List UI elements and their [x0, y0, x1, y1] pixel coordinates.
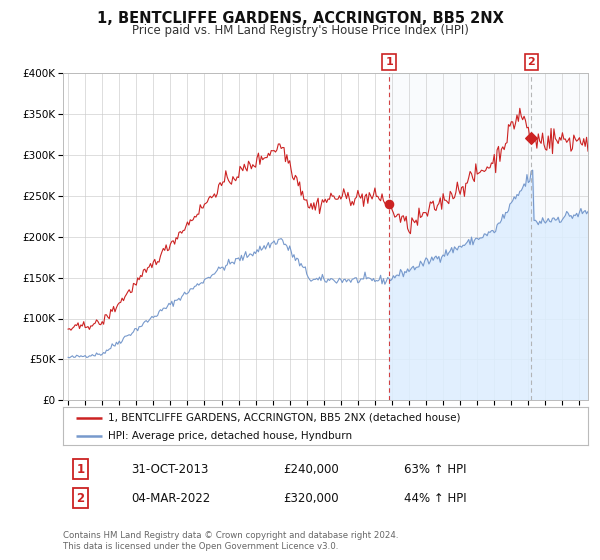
Text: This data is licensed under the Open Government Licence v3.0.: This data is licensed under the Open Gov…	[63, 542, 338, 551]
Text: 04-MAR-2022: 04-MAR-2022	[131, 492, 211, 505]
Text: £240,000: £240,000	[284, 463, 339, 475]
Text: 44% ↑ HPI: 44% ↑ HPI	[404, 492, 467, 505]
Point	[385, 199, 394, 208]
Text: Price paid vs. HM Land Registry's House Price Index (HPI): Price paid vs. HM Land Registry's House …	[131, 24, 469, 36]
Text: 2: 2	[527, 57, 535, 67]
Text: 1: 1	[385, 57, 393, 67]
Text: £320,000: £320,000	[284, 492, 339, 505]
Text: 63% ↑ HPI: 63% ↑ HPI	[404, 463, 467, 475]
Bar	[389, 73, 588, 400]
Text: 1, BENTCLIFFE GARDENS, ACCRINGTON, BB5 2NX (detached house): 1, BENTCLIFFE GARDENS, ACCRINGTON, BB5 2…	[107, 413, 460, 423]
Text: Contains HM Land Registry data © Crown copyright and database right 2024.: Contains HM Land Registry data © Crown c…	[63, 531, 398, 540]
Text: 1, BENTCLIFFE GARDENS, ACCRINGTON, BB5 2NX: 1, BENTCLIFFE GARDENS, ACCRINGTON, BB5 2…	[97, 11, 503, 26]
Text: 1: 1	[76, 463, 85, 475]
Text: 2: 2	[76, 492, 85, 505]
Text: HPI: Average price, detached house, Hyndburn: HPI: Average price, detached house, Hynd…	[107, 431, 352, 441]
Point	[526, 134, 536, 143]
Text: 31-OCT-2013: 31-OCT-2013	[131, 463, 209, 475]
